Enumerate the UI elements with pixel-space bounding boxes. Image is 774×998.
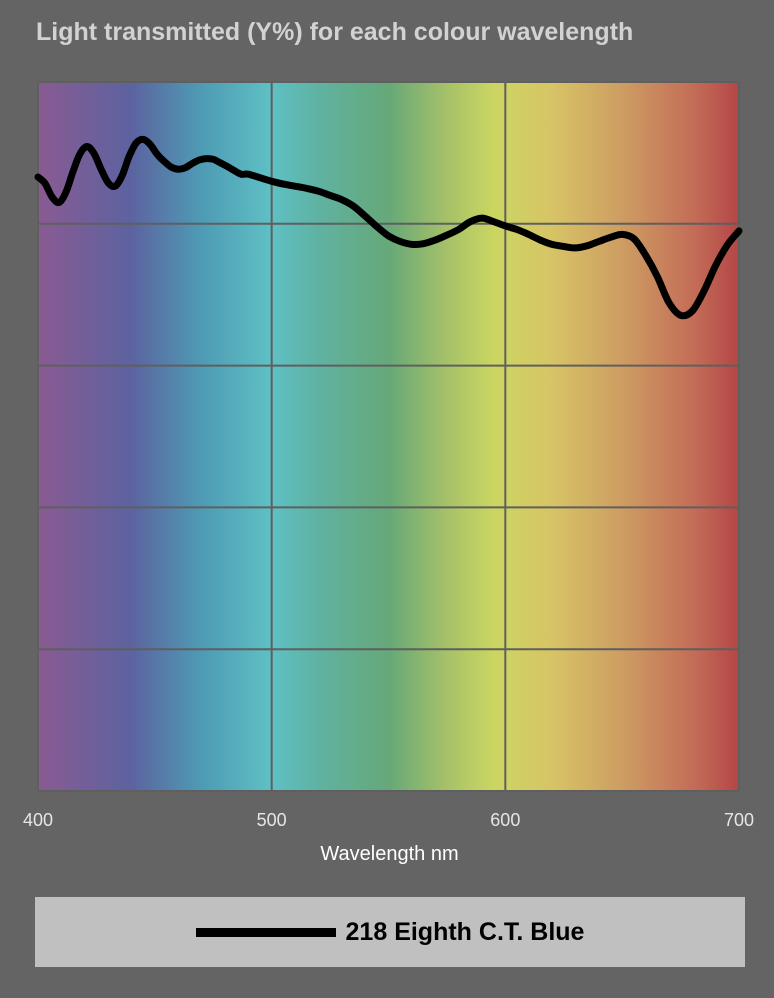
chart-title: Light transmitted (Y%) for each colour w… <box>36 18 634 46</box>
x-tick-label: 400 <box>23 810 53 830</box>
series-lines <box>34 135 743 320</box>
legend-line-swatch <box>195 927 336 937</box>
x-tick-label: 500 <box>257 810 287 830</box>
x-tick-label: 700 <box>724 810 754 830</box>
x-axis-label: Wavelength nm <box>320 843 458 865</box>
series-line <box>34 135 743 320</box>
legend: 218 Eighth C.T. Blue <box>35 897 745 967</box>
chart-plot: 400 500 600 700 Wavelength nm <box>23 81 754 865</box>
plot-area <box>38 82 739 791</box>
gridlines <box>37 81 740 792</box>
x-tick-labels: 400 500 600 700 <box>23 810 754 830</box>
legend-label: 218 Eighth C.T. Blue <box>345 917 585 946</box>
x-tick-label: 600 <box>490 810 520 830</box>
